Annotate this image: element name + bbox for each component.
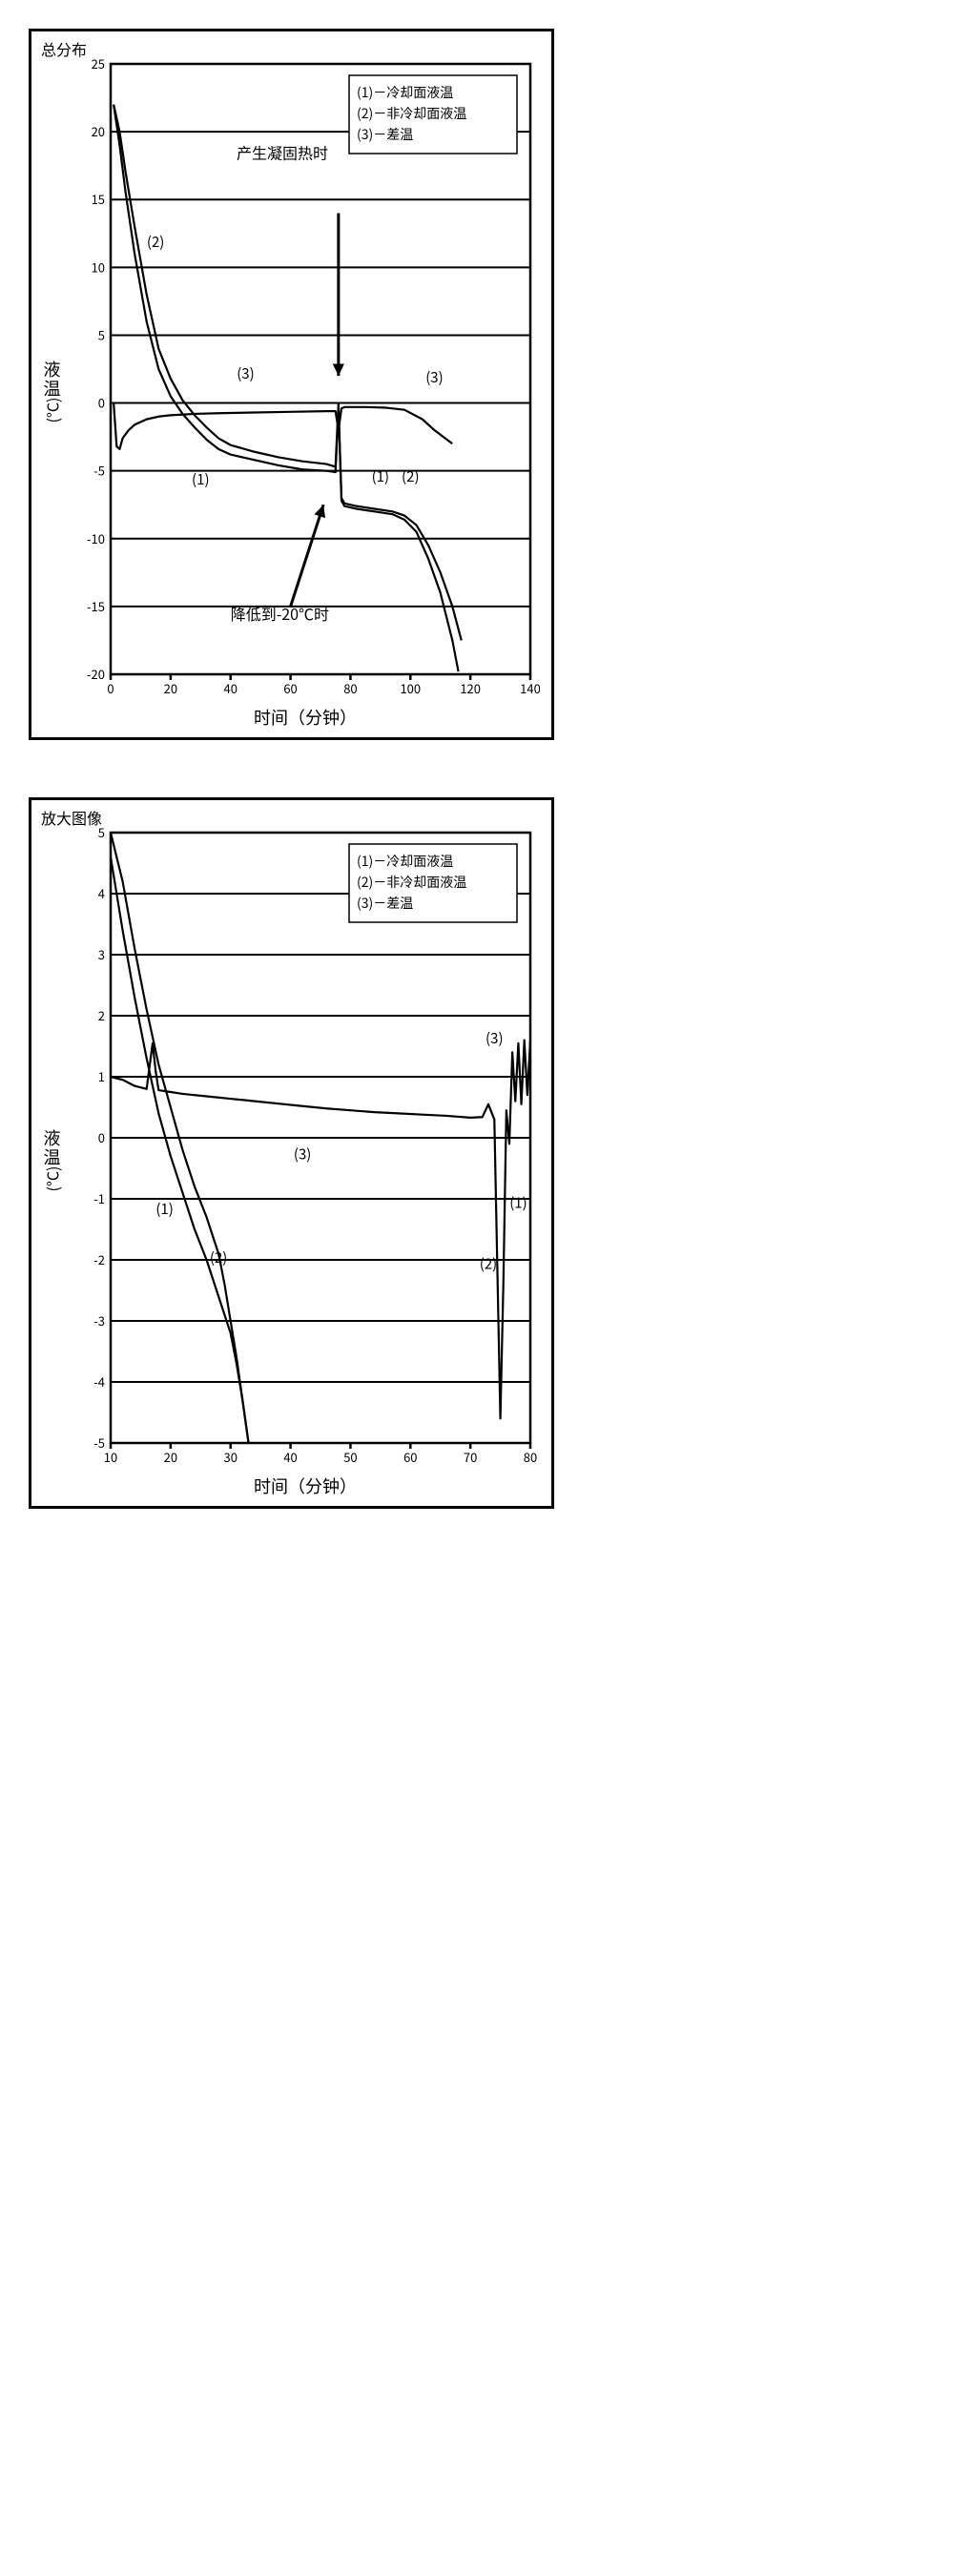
- chart-b-inline-label: (1): [155, 1199, 173, 1219]
- chart-b-y-tick-label: -3: [93, 1311, 105, 1329]
- chart-a-svg: -20 -15 -10 -5 0 5 10 15 20 25 0 20 40 60 80 100 120 140 (…: [71, 56, 540, 703]
- chart-b-x-tick-label: 80: [524, 1448, 537, 1466]
- chart-a-x-tick-label: 120: [460, 679, 481, 697]
- chart-a-y-tick-label: 10: [92, 258, 105, 276]
- chart-a-legend-item: (3)－差温: [357, 125, 413, 144]
- chart-b-y-tick-label: 4: [98, 884, 105, 902]
- chart-a-x-tick-label: 20: [164, 679, 177, 697]
- chart-b-y-label-unit: (°C): [40, 1166, 63, 1192]
- chart-b-y-tick-label: 3: [98, 945, 105, 963]
- chart-a-arrow-label: 降低到-20℃时: [231, 602, 329, 625]
- chart-b-y-label: 液温 (°C): [39, 1129, 65, 1194]
- chart-a-inline-label: (1): [192, 469, 209, 489]
- chart-a-inline-label: (2): [402, 466, 419, 486]
- chart-a-x-tick-label: 40: [223, 679, 237, 697]
- page: 总分布 液温 (°C) -20-15-10-505101520250204060…: [0, 0, 971, 1537]
- chart-b-series-(3): [111, 1041, 530, 1419]
- chart-b-x-tick-label: 60: [403, 1448, 417, 1466]
- chart-a-y-tick-label: 25: [92, 56, 105, 72]
- chart-a-y-tick-label: -20: [87, 665, 105, 683]
- chart-a-panel: 液温 (°C) -20 -15 -10 -5 0 5 10 15 20 25 0 20 40 60 80 10…: [39, 56, 540, 730]
- chart-a-x-label: 时间（分钟）: [254, 705, 357, 730]
- chart-a-series-(1): [114, 105, 458, 671]
- chart-b-y-tick-label: 0: [98, 1128, 105, 1146]
- chart-b-panel: 液温 (°C) -5-4-3-2-10123451020304050607080…: [39, 825, 540, 1498]
- chart-b-inline-label: (1): [509, 1193, 527, 1213]
- chart-b-x-tick-label: 30: [223, 1448, 237, 1466]
- chart-b-inline-label: (2): [210, 1247, 227, 1267]
- chart-a-arrow-head: [333, 364, 344, 377]
- chart-a-arrow-label: 产生凝固热时: [237, 141, 328, 164]
- chart-a-y-tick-label: 5: [98, 325, 105, 343]
- chart-a-y-label-unit: (°C): [40, 398, 63, 423]
- chart-a-y-tick-label: -15: [87, 597, 105, 615]
- chart-b-legend-item: (3)－差温: [357, 894, 413, 913]
- chart-a-frame: 总分布 液温 (°C) -20 -15 -10 -5 0 5 10 15 20 25 0 20 40 60…: [29, 29, 554, 740]
- chart-b-svg: -5-4-3-2-10123451020304050607080(1)(2)(3…: [71, 825, 540, 1472]
- chart-b-series-(1): [111, 857, 249, 1443]
- chart-b-y-label-text: 液温: [39, 1129, 64, 1167]
- chart-a-series-(2): [114, 105, 462, 641]
- chart-a-x-tick-label: 60: [283, 679, 297, 697]
- chart-b-y-tick-label: -1: [93, 1189, 105, 1207]
- chart-b-inline-label: (3): [486, 1028, 503, 1048]
- chart-b-x-label: 时间（分钟）: [254, 1473, 357, 1498]
- chart-b-inline-label: (2): [480, 1254, 497, 1274]
- chart-a-y-tick-label: 0: [98, 394, 105, 412]
- chart-a-x-tick-label: 140: [520, 679, 540, 697]
- chart-b-x-tick-label: 70: [464, 1448, 477, 1466]
- chart-b-legend-item: (1)－冷却面液温: [357, 852, 453, 871]
- chart-a-plot-stack: -20 -15 -10 -5 0 5 10 15 20 25 0 20 40 60 80 100 120 140 (…: [71, 56, 540, 730]
- chart-a-y-tick-label: -5: [93, 462, 105, 480]
- chart-a-series-(3): [114, 403, 452, 449]
- chart-b-x-tick-label: 50: [343, 1448, 357, 1466]
- chart-b-inline-label: (3): [294, 1144, 311, 1164]
- chart-b-y-tick-label: 1: [98, 1067, 105, 1085]
- chart-b-y-tick-label: 2: [98, 1006, 105, 1024]
- chart-a-arrow-head: [314, 505, 325, 518]
- chart-b-legend-item: (2)－非冷却面液温: [357, 873, 466, 892]
- chart-a-title: 总分布: [41, 37, 87, 60]
- chart-a-legend-item: (2)－非冷却面液温: [357, 104, 466, 123]
- chart-a-inline-label: (1): [372, 466, 389, 486]
- chart-a-x-tick-label: 80: [343, 679, 357, 697]
- chart-a-y-tick-label: 15: [92, 190, 105, 208]
- chart-a-arrow: [291, 505, 324, 607]
- chart-a-y-tick-label: -10: [87, 529, 105, 547]
- chart-a-y-label-text: 液温: [39, 361, 64, 399]
- chart-a-inline-label: (2): [147, 232, 164, 252]
- chart-b-frame: 放大图像 液温 (°C) -5-4-3-2-101234510203040506…: [29, 797, 554, 1509]
- chart-b-x-tick-label: 20: [164, 1448, 177, 1466]
- chart-b-x-tick-label: 10: [104, 1448, 117, 1466]
- chart-b-title: 放大图像: [41, 806, 102, 829]
- chart-a-y-tick-label: 20: [92, 122, 105, 140]
- chart-b-plot-stack: -5-4-3-2-10123451020304050607080(1)(2)(3…: [71, 825, 540, 1498]
- chart-a-legend-item: (1)－冷却面液温: [357, 83, 453, 102]
- chart-a-x-tick-label: 0: [107, 679, 114, 697]
- chart-b-y-tick-label: -4: [93, 1372, 105, 1391]
- chart-b-y-tick-label: -2: [93, 1250, 105, 1268]
- chart-a-inline-label: (3): [425, 367, 443, 387]
- chart-a-x-tick-label: 100: [400, 679, 421, 697]
- chart-a-inline-label: (3): [237, 363, 254, 383]
- chart-b-x-tick-label: 40: [283, 1448, 297, 1466]
- chart-a-y-label: 液温 (°C): [39, 361, 65, 425]
